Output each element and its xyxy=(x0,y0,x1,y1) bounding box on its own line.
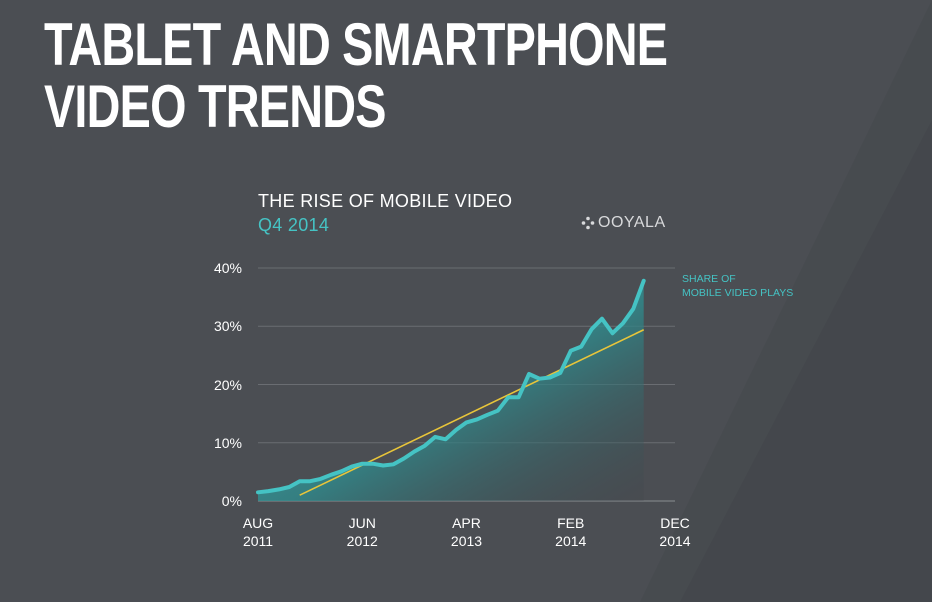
data-point xyxy=(434,435,437,439)
data-point xyxy=(277,488,281,491)
data-point xyxy=(298,479,301,483)
data-point xyxy=(392,463,395,466)
data-point xyxy=(402,457,406,460)
chart-subtitle: Q4 2014 xyxy=(258,215,330,235)
series-label-line-2: MOBILE VIDEO PLAYS xyxy=(682,287,794,299)
brand-name: OOYALA xyxy=(598,214,666,231)
x-tick-year: 2014 xyxy=(555,533,587,549)
y-tick-label: 0% xyxy=(221,493,242,509)
data-point xyxy=(454,428,458,432)
data-point xyxy=(569,349,572,352)
x-tick-year: 2013 xyxy=(450,533,483,549)
data-point xyxy=(621,322,625,325)
data-point xyxy=(486,413,489,416)
x-tick-year: 2011 xyxy=(242,533,274,549)
series-label-line-1: SHARE OF xyxy=(682,273,736,285)
data-point xyxy=(559,371,562,375)
data-point xyxy=(590,327,593,331)
data-point xyxy=(517,396,520,399)
data-point xyxy=(465,421,468,424)
x-tick-month: DEC xyxy=(660,515,690,531)
data-point xyxy=(329,473,333,476)
data-point xyxy=(350,465,354,468)
trend-line xyxy=(299,329,645,496)
data-point xyxy=(288,485,291,489)
data-point xyxy=(267,489,270,493)
x-tick-month: AUG xyxy=(242,515,274,531)
x-tick-label: JUN 2012 xyxy=(332,514,392,550)
data-point xyxy=(256,491,260,494)
data-point xyxy=(507,396,510,399)
data-point xyxy=(361,462,364,465)
brand-logo: OOYALA xyxy=(581,214,666,232)
data-point xyxy=(340,470,343,473)
data-point xyxy=(319,477,322,481)
data-point xyxy=(423,444,426,447)
series-area-fill xyxy=(258,280,644,501)
data-point xyxy=(308,479,312,483)
x-tick-month: APR xyxy=(452,515,481,531)
x-tick-year: 2014 xyxy=(659,533,691,549)
x-tick-label: APR 2013 xyxy=(437,514,497,550)
data-point xyxy=(579,345,583,348)
data-point xyxy=(527,372,531,376)
chart-title: THE RISE OF MOBILE VIDEO xyxy=(258,191,513,211)
x-tick-label: FEB 2014 xyxy=(541,514,601,550)
data-point xyxy=(381,464,385,467)
data-point xyxy=(642,279,645,283)
x-tick-label: DEC 2014 xyxy=(645,514,705,550)
y-tick-label: 20% xyxy=(213,376,242,393)
data-point xyxy=(611,332,614,335)
data-point xyxy=(413,450,416,453)
x-tick-year: 2012 xyxy=(346,533,378,549)
page-title-line-2: VIDEO TRENDS xyxy=(44,73,386,140)
series-label: SHARE OF MOBILE VIDEO PLAYS xyxy=(682,272,793,300)
y-tick-label: 10% xyxy=(213,434,242,451)
y-tick-label: 30% xyxy=(213,318,242,335)
ooyala-logo-icon xyxy=(581,216,595,230)
x-tick-label: AUG 2011 xyxy=(228,514,288,550)
x-tick-month: JUN xyxy=(348,515,376,531)
data-point xyxy=(538,377,541,380)
page-title-line-1: TABLET AND SMARTPHONE xyxy=(44,11,668,78)
data-point xyxy=(632,307,635,310)
page-title: TABLET AND SMARTPHONE VIDEO TRENDS xyxy=(44,11,668,140)
x-tick-month: FEB xyxy=(557,515,585,531)
y-tick-label: 40% xyxy=(213,260,242,276)
data-point xyxy=(496,409,499,412)
data-point xyxy=(600,317,604,320)
data-point xyxy=(475,418,479,421)
data-point xyxy=(371,462,374,465)
series-line xyxy=(256,278,646,495)
data-point xyxy=(548,376,552,379)
data-point xyxy=(444,438,447,441)
